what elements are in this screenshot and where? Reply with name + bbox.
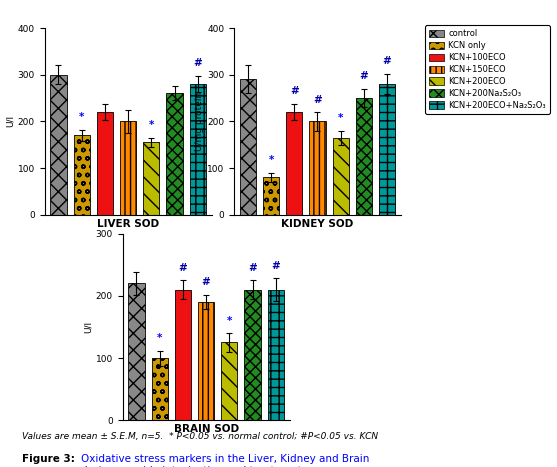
Bar xyxy=(74,135,90,215)
Text: *: * xyxy=(149,120,154,130)
Bar xyxy=(240,79,256,215)
Text: #: # xyxy=(359,71,368,81)
Text: #: # xyxy=(193,58,202,68)
Text: *: * xyxy=(338,113,343,123)
Bar xyxy=(143,142,159,215)
Bar xyxy=(356,98,372,215)
Bar xyxy=(152,358,168,420)
Text: Figure 3:: Figure 3: xyxy=(22,454,75,464)
Legend: control, KCN only, KCN+100ECO, KCN+150ECO, KCN+200ECO, KCN+200Na₂S₂O₃, KCN+200EC: control, KCN only, KCN+100ECO, KCN+150EC… xyxy=(425,25,550,114)
Text: *: * xyxy=(79,113,84,122)
Bar xyxy=(309,121,326,215)
Bar xyxy=(189,84,206,215)
Bar xyxy=(175,290,191,420)
Text: *: * xyxy=(227,316,232,325)
Bar xyxy=(263,177,279,215)
Text: *: * xyxy=(157,333,162,343)
Text: #: # xyxy=(383,57,392,66)
Text: #: # xyxy=(290,86,299,96)
Text: *: * xyxy=(268,156,273,165)
Bar xyxy=(97,112,113,215)
Bar xyxy=(128,283,145,420)
Bar xyxy=(50,75,67,215)
X-axis label: KIDNEY SOD: KIDNEY SOD xyxy=(281,219,354,229)
Bar xyxy=(333,138,349,215)
Y-axis label: U/l: U/l xyxy=(84,321,93,333)
X-axis label: LIVER SOD: LIVER SOD xyxy=(97,219,159,229)
Bar xyxy=(120,121,136,215)
Bar xyxy=(286,112,302,215)
Text: #: # xyxy=(248,263,257,273)
X-axis label: BRAIN SOD: BRAIN SOD xyxy=(174,425,238,434)
Bar xyxy=(379,84,395,215)
Text: #: # xyxy=(271,261,280,271)
Text: #: # xyxy=(178,263,187,273)
Text: Oxidative stress markers in the Liver, Kidney and Brain
during cyanide intoxicat: Oxidative stress markers in the Liver, K… xyxy=(81,454,369,467)
Bar xyxy=(221,342,237,420)
Text: #: # xyxy=(313,95,322,105)
Bar xyxy=(167,93,183,215)
Y-axis label: U/mg protein: U/mg protein xyxy=(195,92,204,151)
Bar xyxy=(267,290,284,420)
Bar xyxy=(245,290,261,420)
Text: Values are mean ± S.E.M, n=5.  * P<0.05 vs. normal control; #P<0.05 vs. KCN: Values are mean ± S.E.M, n=5. * P<0.05 v… xyxy=(22,432,378,441)
Y-axis label: U/l: U/l xyxy=(6,115,15,127)
Text: #: # xyxy=(202,277,211,287)
Bar xyxy=(198,302,214,420)
